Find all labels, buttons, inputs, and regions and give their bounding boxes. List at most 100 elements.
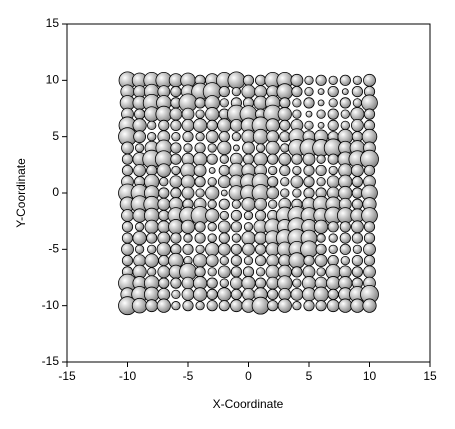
bubble [303, 300, 315, 312]
bubble [279, 164, 291, 177]
bubble [206, 119, 218, 131]
bubble [170, 232, 182, 244]
bubble [132, 230, 147, 246]
bubble [192, 152, 208, 167]
bubble [171, 165, 181, 176]
bubble [217, 242, 231, 256]
bubble [192, 287, 208, 302]
bubble [351, 176, 363, 188]
bubble [207, 143, 217, 153]
bubble [195, 301, 205, 311]
bubble [227, 71, 246, 90]
bubble [362, 298, 377, 313]
bubble [361, 207, 378, 224]
bubble [219, 98, 229, 108]
bubble [242, 153, 255, 165]
bubble [194, 221, 206, 233]
bubble [314, 254, 328, 268]
bubble [230, 209, 242, 222]
bubble [277, 298, 292, 313]
bubble [241, 84, 256, 99]
bubble [352, 244, 363, 254]
bubble [170, 119, 182, 131]
bubble [144, 219, 159, 234]
bubble [242, 74, 255, 86]
bubble [208, 167, 216, 174]
bubble [170, 86, 182, 98]
bubble [180, 219, 196, 234]
bubble [180, 174, 196, 189]
bubble [327, 108, 339, 120]
bubble [255, 255, 267, 267]
bubble [255, 277, 267, 289]
bubble [292, 109, 302, 119]
bubble [194, 266, 206, 278]
bubble [292, 165, 302, 176]
bubble [217, 220, 231, 234]
bubble [351, 86, 363, 98]
bubble [217, 140, 232, 156]
bubble [229, 276, 243, 290]
bubble [303, 187, 315, 199]
bubble [328, 233, 338, 243]
bubble [313, 219, 329, 234]
bubble [171, 132, 181, 142]
bubble [276, 83, 294, 100]
bubble [219, 154, 229, 164]
bubble [159, 177, 169, 187]
bubble [255, 209, 267, 222]
bubble [181, 276, 195, 290]
bubble [158, 277, 170, 289]
bubble [290, 73, 304, 87]
bubble [339, 232, 351, 244]
bubble [268, 165, 278, 176]
bubble [338, 298, 353, 313]
bubble [316, 233, 326, 243]
bubble [340, 120, 350, 131]
bubble [133, 164, 147, 177]
bubble [291, 153, 303, 165]
y-tick-label: 0 [52, 185, 59, 199]
y-tick-label: 5 [52, 129, 59, 143]
bubble [315, 164, 327, 177]
y-tick-label: 10 [46, 73, 60, 87]
bubble [145, 299, 159, 313]
bubble [207, 267, 217, 277]
bubble [265, 264, 280, 279]
bubble [352, 98, 363, 108]
bubble [205, 107, 220, 122]
bubble [229, 299, 243, 313]
bubble [316, 177, 326, 187]
x-tick-label: 0 [245, 369, 252, 383]
bubble [351, 187, 363, 199]
x-tick-label: 5 [306, 369, 313, 383]
bubble [288, 252, 306, 269]
bubble [242, 266, 255, 278]
bubble [363, 73, 376, 87]
bubble [280, 177, 290, 187]
x-tick-label: 15 [423, 369, 437, 383]
bubble [218, 86, 230, 98]
bubble [251, 296, 270, 315]
bubble [253, 152, 268, 167]
bubble [267, 153, 279, 165]
x-tick-label: -15 [58, 369, 76, 383]
bubble [277, 107, 292, 122]
bubble [218, 131, 230, 143]
bubble [363, 164, 376, 177]
bubble [305, 110, 313, 118]
bubble [326, 299, 340, 313]
bubble [132, 118, 147, 133]
bubble [340, 109, 350, 119]
bubble [158, 209, 170, 222]
bubble [205, 254, 219, 268]
bubble [158, 187, 170, 199]
bubble [339, 74, 351, 86]
bubble [255, 243, 267, 255]
bubble [217, 287, 232, 302]
bubble [147, 244, 157, 254]
bubble [290, 175, 304, 189]
bubble [326, 276, 341, 291]
bubble [134, 222, 145, 232]
